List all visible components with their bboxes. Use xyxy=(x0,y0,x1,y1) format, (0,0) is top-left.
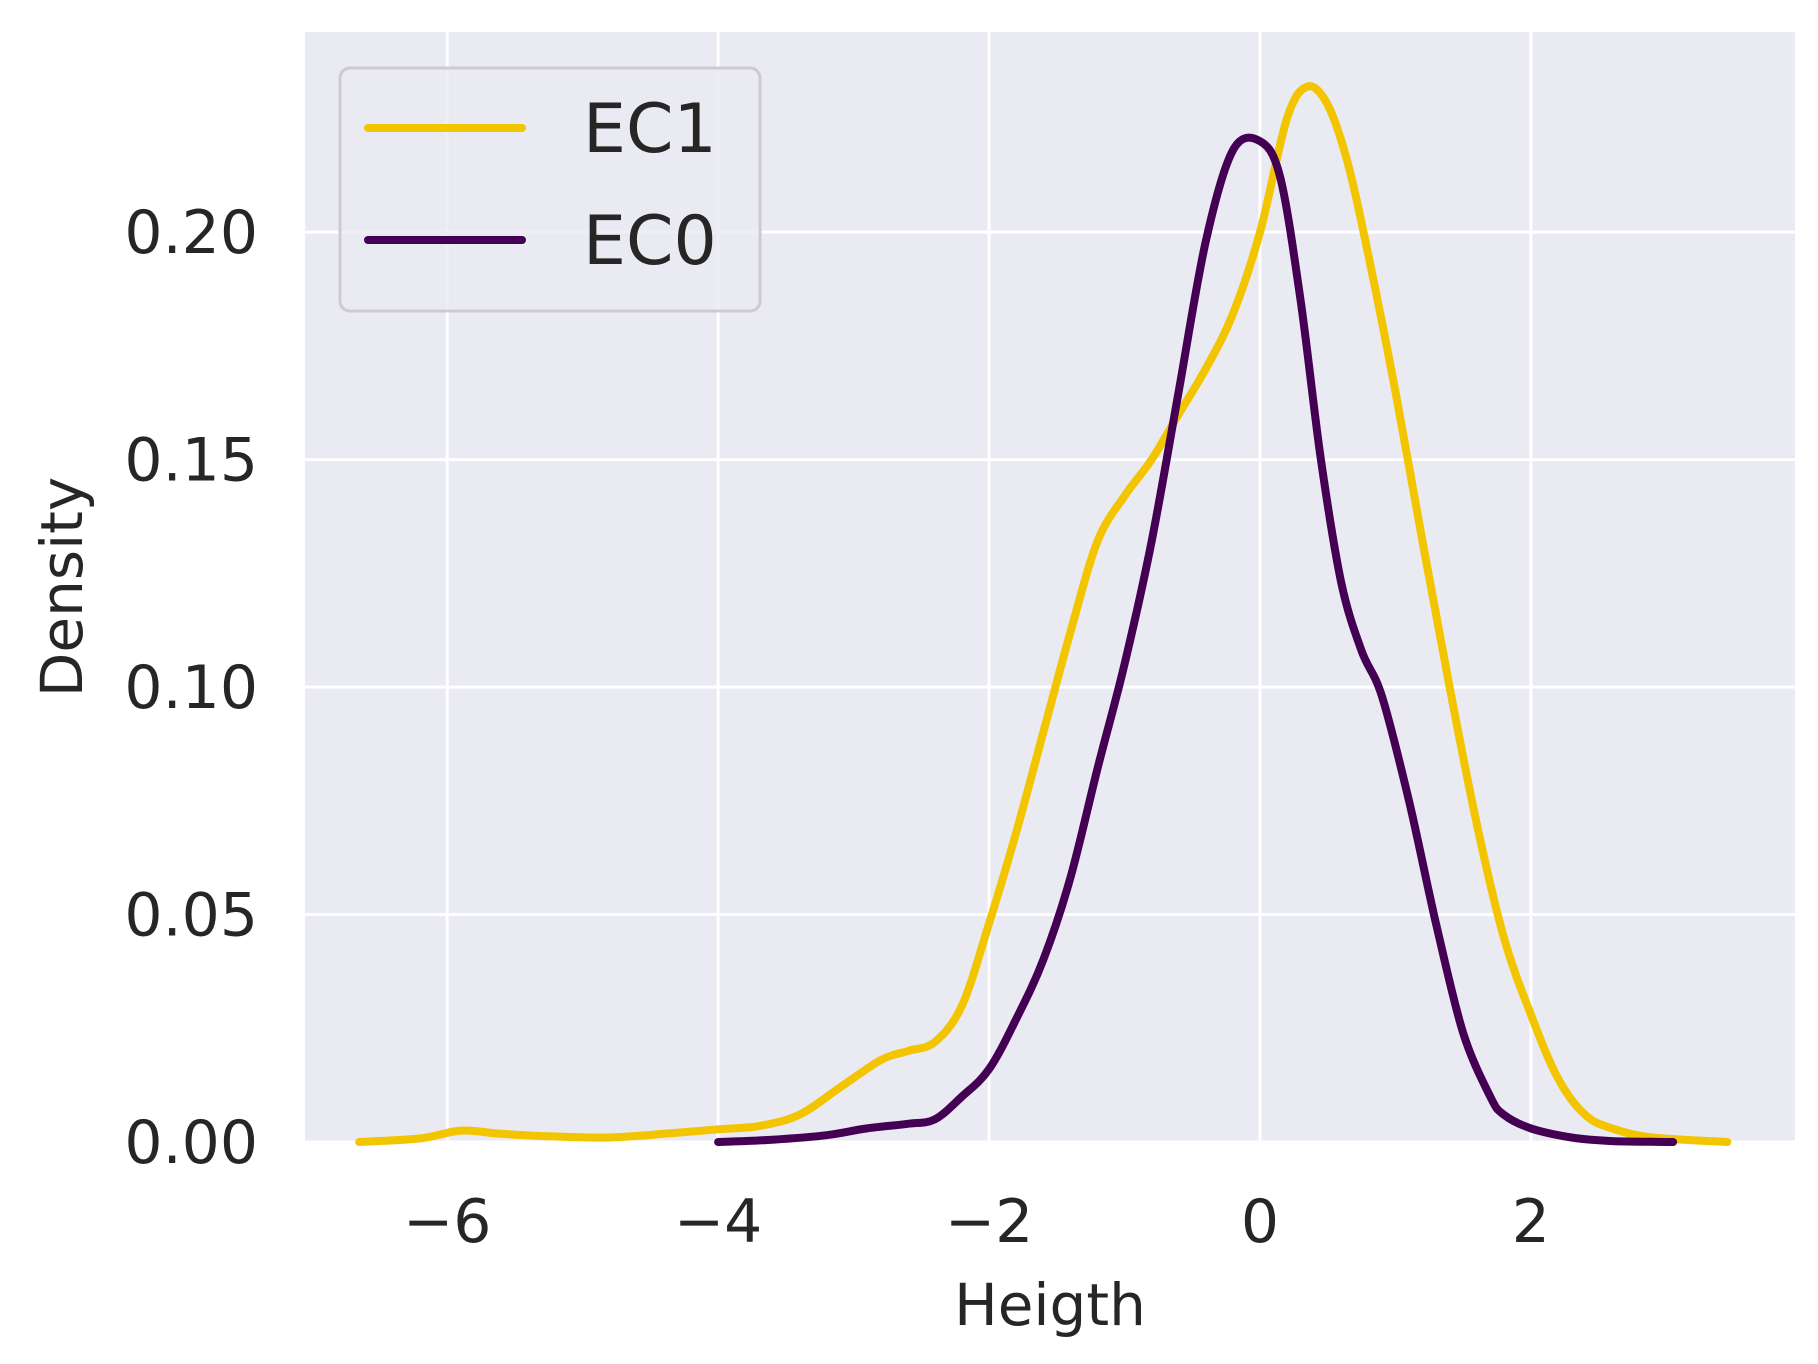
series-line-ec0 xyxy=(714,133,1678,1146)
x-tick-label: 0 xyxy=(1241,1187,1279,1257)
x-tick-label: 2 xyxy=(1512,1187,1550,1257)
y-axis-label: Density xyxy=(28,477,96,698)
y-axis-ticks: 0.00 0.05 0.10 0.15 0.20 xyxy=(124,198,258,1178)
x-axis-ticks: −6 −4 −2 0 2 xyxy=(403,1187,1550,1257)
series-layer xyxy=(355,82,1732,1146)
x-axis-label: Heigth xyxy=(954,1271,1146,1339)
x-tick-label: −2 xyxy=(945,1187,1033,1257)
y-tick-label: 0.15 xyxy=(124,426,258,496)
legend-label-ec1: EC1 xyxy=(583,90,717,169)
x-tick-label: −4 xyxy=(674,1187,762,1257)
y-tick-label: 0.05 xyxy=(124,881,258,951)
legend-label-ec0: EC0 xyxy=(583,202,717,281)
y-tick-label: 0.20 xyxy=(124,198,258,268)
series-line-ec1 xyxy=(355,82,1732,1146)
grid-lines xyxy=(305,32,1795,1144)
y-tick-label: 0.10 xyxy=(124,653,258,723)
y-tick-label: 0.00 xyxy=(124,1108,258,1178)
legend: EC1 EC0 xyxy=(338,66,762,313)
x-tick-label: −6 xyxy=(403,1187,491,1257)
